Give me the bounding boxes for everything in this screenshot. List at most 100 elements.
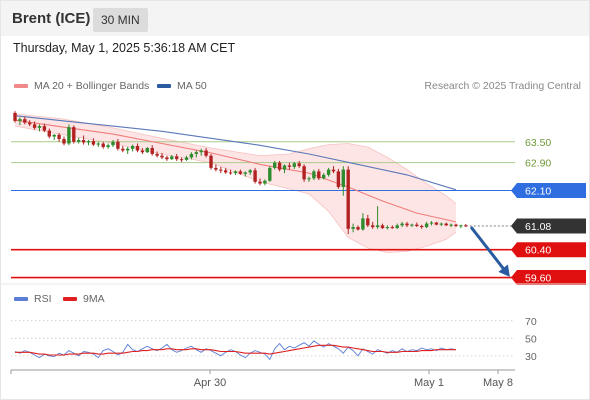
timeframe-badge[interactable]: 30 MIN <box>93 8 148 32</box>
candle-body <box>297 163 301 167</box>
candle-body <box>253 170 257 182</box>
candle-body <box>62 138 66 144</box>
candle <box>106 143 110 149</box>
candle <box>400 221 404 228</box>
candle-body <box>405 223 409 226</box>
candle <box>258 178 262 186</box>
candle <box>361 213 365 231</box>
candle-body <box>37 126 42 128</box>
candle <box>253 167 257 184</box>
candle-body <box>126 148 130 151</box>
candle <box>380 223 385 229</box>
candle-body <box>273 162 277 168</box>
candle <box>248 168 252 175</box>
candle-body <box>459 225 463 227</box>
candle-body <box>184 157 189 160</box>
candle-body <box>420 226 424 228</box>
candle <box>302 164 306 182</box>
candle-body <box>86 141 91 143</box>
candle <box>307 176 311 182</box>
legend-label-rsi: RSI <box>34 293 52 305</box>
candle-body <box>28 122 32 125</box>
candles-layer <box>13 111 468 235</box>
candle <box>101 141 105 149</box>
candle <box>464 223 468 228</box>
candle <box>18 117 22 126</box>
candle <box>420 224 424 229</box>
level-tag-62.10: 62.10 <box>511 183 586 199</box>
level-tag-62.90: 62.90 <box>525 158 551 170</box>
candle <box>273 160 277 170</box>
candle-body <box>277 162 282 170</box>
candle-body <box>356 227 360 230</box>
candle <box>37 124 42 132</box>
candle <box>23 116 27 125</box>
candle <box>57 133 61 142</box>
candle-body <box>395 225 399 229</box>
candle <box>224 167 228 174</box>
candle-body <box>429 222 434 224</box>
candle <box>356 225 360 231</box>
candle-body <box>160 155 164 158</box>
candle-body <box>351 227 355 229</box>
candle-body <box>361 218 365 230</box>
candle <box>219 166 223 174</box>
candle-body <box>238 171 243 174</box>
candle <box>175 153 179 161</box>
candle-body <box>454 224 458 227</box>
candle <box>52 134 56 141</box>
candle-body <box>179 159 184 161</box>
candle <box>145 147 149 153</box>
candle <box>434 221 439 226</box>
bollinger-band-fill <box>15 113 456 253</box>
candle <box>140 148 145 154</box>
candle-body <box>258 181 262 184</box>
candle-body <box>106 145 110 147</box>
candle-body <box>91 141 96 145</box>
candle-body <box>366 218 370 226</box>
projection-arrow-head <box>498 264 510 277</box>
candle <box>184 155 189 161</box>
candle-body <box>302 166 306 180</box>
candle-body <box>72 127 76 142</box>
candle <box>170 155 174 160</box>
candle-body <box>375 225 380 228</box>
x-tick-label: May 1 <box>414 377 444 389</box>
candle-body <box>322 174 326 179</box>
level-tag-63.50: 63.50 <box>525 137 551 149</box>
candle-body <box>194 152 198 154</box>
candle-body <box>243 172 247 174</box>
candle <box>111 140 115 147</box>
candle-body <box>170 156 174 160</box>
level-tag-59.60: 59.60 <box>511 270 586 286</box>
candle-body <box>23 119 27 123</box>
ma50-line <box>14 115 457 191</box>
candle <box>444 222 448 227</box>
candle <box>233 170 238 175</box>
candle <box>130 144 135 152</box>
candle <box>346 166 350 235</box>
candle <box>405 221 409 228</box>
candle-body <box>42 126 47 131</box>
candle-body <box>77 140 81 142</box>
candle-body <box>116 141 120 149</box>
candle-body <box>150 148 154 154</box>
level-tag-bg-61.08 <box>511 218 586 234</box>
candle-body <box>145 148 149 153</box>
candle <box>449 223 453 228</box>
legend-item-ma50: MA 50 <box>157 80 207 92</box>
candle-body <box>121 148 125 151</box>
x-tick-label: Apr 30 <box>194 377 226 389</box>
candle <box>228 169 233 175</box>
candle-body <box>385 227 390 229</box>
candle-body <box>307 178 311 180</box>
legend-label-9ma: 9MA <box>83 293 105 305</box>
candle-body <box>268 167 272 181</box>
candle-body <box>130 145 135 149</box>
candle-body <box>228 172 233 174</box>
candle <box>287 162 292 170</box>
candle <box>116 138 120 151</box>
candle-body <box>400 223 404 226</box>
candle-body <box>331 169 336 172</box>
x-axis: Apr 30 May 1 May 8 <box>10 369 515 389</box>
